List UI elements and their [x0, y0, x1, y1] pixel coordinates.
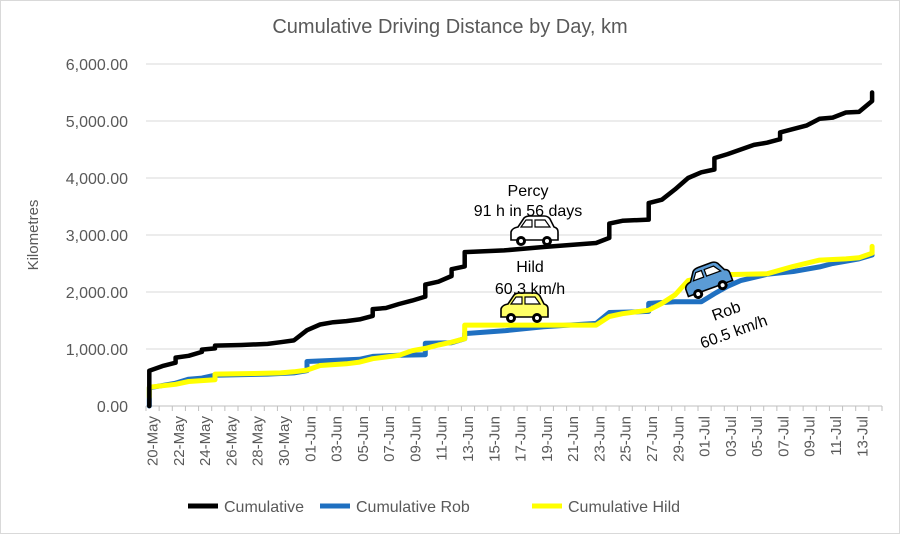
x-tick-label: 17-Jun: [513, 416, 530, 462]
x-tick-label: 25-Jun: [618, 416, 635, 462]
series-lines: [146, 90, 875, 409]
x-tick-label: 30-May: [276, 416, 293, 467]
y-tick-label: 6,000.00: [66, 57, 128, 74]
car-window: [509, 296, 523, 305]
car-hub: [519, 239, 523, 243]
y-tick-label: 5,000.00: [66, 114, 128, 131]
x-tick-label: 20-May: [145, 416, 162, 467]
x-tick-label: 24-May: [197, 416, 214, 467]
legend-item-hild: Cumulative Hild: [532, 499, 680, 516]
car-hub: [696, 292, 701, 297]
car-window: [524, 296, 542, 305]
x-tick-label: 05-Jul: [749, 416, 766, 457]
annotation-line: Percy: [508, 183, 549, 200]
annotation-text: Percy 91 h in 56 days: [474, 183, 583, 220]
x-tick-label: 29-Jun: [670, 416, 687, 462]
grid: [145, 63, 883, 411]
x-tick-label: 09-Jun: [407, 416, 424, 462]
x-tick-label: 03-Jul: [723, 416, 740, 457]
annotation-hild: Hild 60.3 km/h: [495, 259, 565, 323]
y-tick-label: 0.00: [97, 399, 128, 416]
x-tick-label: 19-Jun: [539, 416, 556, 462]
series-line-cumulative: [147, 90, 875, 409]
legend-item-cumulative: Cumulative: [188, 499, 304, 516]
legend-label: Cumulative: [224, 499, 304, 516]
legend: Cumulative Cumulative Rob Cumulative Hild: [188, 499, 680, 516]
car-window: [703, 265, 722, 277]
car-icon: [500, 292, 549, 323]
annotation-line: 91 h in 56 days: [474, 203, 583, 220]
y-tick-label: 2,000.00: [66, 285, 128, 302]
y-tick-labels: 0.00 1,000.00 2,000.00 3,000.00 4,000.00 5,00…: [66, 57, 128, 416]
x-tick-label: 05-Jun: [355, 416, 372, 462]
annotation-text: Hild 60.3 km/h: [495, 259, 565, 298]
x-tick-label: 09-Jul: [802, 416, 819, 457]
y-axis-label: Kilometres: [25, 200, 42, 271]
y-tick-label: 3,000.00: [66, 228, 128, 245]
x-tick-label: 01-Jul: [697, 416, 714, 457]
x-tick-label: 07-Jun: [381, 416, 398, 462]
legend-label: Cumulative Rob: [356, 499, 470, 516]
x-tick-label: 13-Jul: [854, 416, 871, 457]
x-tick-label: 27-Jun: [644, 416, 661, 462]
annotation-line: Hild: [516, 259, 544, 276]
x-tick-label: 01-Jun: [302, 416, 319, 462]
y-tick-label: 4,000.00: [66, 171, 128, 188]
x-tick-label: 03-Jun: [329, 416, 346, 462]
annotation-line: 60.3 km/h: [495, 281, 565, 298]
series-line-hild: [146, 243, 875, 400]
x-tick-label: 23-Jun: [591, 416, 608, 462]
car-icon: [510, 215, 559, 246]
x-tick-label: 22-May: [171, 416, 188, 467]
car-window: [519, 219, 533, 228]
chart-title: Cumulative Driving Distance by Day, km: [272, 16, 627, 38]
x-tick-label: 26-May: [223, 416, 240, 467]
car-icon: [684, 261, 734, 300]
x-tick-label: 07-Jul: [775, 416, 792, 457]
x-tick-label: 21-Jun: [565, 416, 582, 462]
legend-label: Cumulative Hild: [568, 499, 680, 516]
annotation-percy: Percy 91 h in 56 days: [474, 183, 583, 246]
car-hub: [509, 316, 513, 320]
car-hub: [545, 239, 549, 243]
x-tick-label: 13-Jun: [460, 416, 477, 462]
car-window: [534, 219, 552, 228]
x-tick-label: 11-Jun: [434, 416, 451, 461]
car-hub: [535, 316, 539, 320]
car-hub: [720, 283, 725, 288]
y-tick-label: 1,000.00: [66, 342, 128, 359]
car-window: [692, 269, 705, 282]
legend-item-rob: Cumulative Rob: [320, 499, 470, 516]
x-tick-label: 11-Jul: [828, 416, 845, 456]
x-tick-label: 15-Jun: [486, 416, 503, 462]
x-tick-label: 28-May: [250, 416, 267, 467]
x-tick-labels: 20-May 22-May 24-May 26-May 28-May 30-May 01-J…: [145, 416, 872, 467]
